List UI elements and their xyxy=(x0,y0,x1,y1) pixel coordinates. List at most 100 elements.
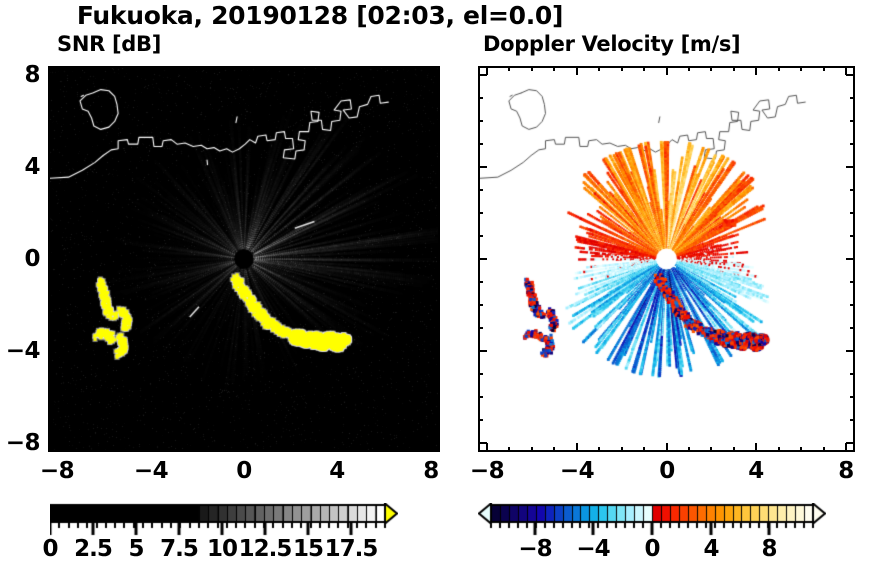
dop-xtick xyxy=(755,443,757,452)
dop-xtick xyxy=(733,66,735,71)
dop-xtick xyxy=(823,66,825,71)
snr-colorbar-label: 5 xyxy=(128,536,144,562)
snr-xtick xyxy=(430,66,432,75)
doppler-colorbar-label: 4 xyxy=(703,536,719,562)
dop-ytick xyxy=(478,419,483,421)
dop-xtick xyxy=(710,66,712,71)
dop-xtick xyxy=(531,66,533,71)
dop-ytick xyxy=(846,74,855,76)
dop-xtick xyxy=(733,447,735,452)
dop-ytick xyxy=(850,327,855,329)
dop-xtick xyxy=(553,66,555,71)
dop-xtick xyxy=(710,447,712,452)
snr-xtick xyxy=(360,66,362,71)
snr-ytick xyxy=(48,442,57,444)
snr-ytick xyxy=(48,350,57,352)
snr-ytick xyxy=(435,143,440,145)
snr-xtick xyxy=(313,66,315,71)
snr-ytick xyxy=(435,396,440,398)
snr-xtick xyxy=(406,447,408,452)
dop-xtick xyxy=(486,66,488,75)
dop-xtick xyxy=(598,447,600,452)
snr-xtick xyxy=(383,447,385,452)
snr-xtick xyxy=(196,447,198,452)
dop-xtick xyxy=(755,66,757,75)
dop-ytick xyxy=(478,120,483,122)
snr-xtick-label: −4 xyxy=(133,458,169,484)
snr-ytick xyxy=(435,304,440,306)
snr-colorbar-label: 12.5 xyxy=(238,536,293,562)
snr-panel-title: SNR [dB] xyxy=(57,32,162,56)
snr-xtick xyxy=(173,447,175,452)
dop-ytick xyxy=(478,212,483,214)
snr-ytick xyxy=(435,281,440,283)
snr-ytick xyxy=(48,97,53,99)
doppler-colorbar-label: −8 xyxy=(518,536,552,562)
dop-xtick xyxy=(688,447,690,452)
snr-colorbar-label: 10 xyxy=(206,536,238,562)
snr-xtick xyxy=(196,66,198,71)
snr-colorbar-label: 7.5 xyxy=(160,536,199,562)
snr-xtick xyxy=(383,66,385,71)
snr-xtick-label: 4 xyxy=(329,458,345,484)
snr-xtick xyxy=(56,66,58,75)
snr-xtick xyxy=(150,443,152,452)
snr-xtick xyxy=(290,66,292,71)
dop-xtick xyxy=(621,447,623,452)
snr-ytick-label: 8 xyxy=(24,62,40,88)
doppler-colorbar-label: 0 xyxy=(644,536,660,562)
dop-xtick xyxy=(666,443,668,452)
snr-ytick xyxy=(48,235,53,237)
doppler-colorbar-label: −4 xyxy=(576,536,610,562)
dop-ytick xyxy=(478,97,483,99)
dop-xtick xyxy=(531,447,533,452)
dop-ytick xyxy=(846,442,855,444)
snr-ytick xyxy=(431,442,440,444)
dop-xtick xyxy=(621,66,623,71)
snr-plot-area xyxy=(48,66,440,452)
dop-ytick xyxy=(478,74,487,76)
snr-xtick xyxy=(266,66,268,71)
snr-xtick xyxy=(336,443,338,452)
snr-colorbar-gradient xyxy=(50,503,398,545)
dop-xtick-label: −8 xyxy=(469,458,505,484)
snr-ytick xyxy=(48,258,57,260)
dop-ytick xyxy=(478,258,487,260)
snr-ytick xyxy=(48,143,53,145)
dop-ytick xyxy=(850,304,855,306)
figure-title: Fukuoka, 20190128 [02:03, el=0.0] xyxy=(76,1,564,30)
snr-ytick xyxy=(435,373,440,375)
snr-ytick xyxy=(435,235,440,237)
snr-ytick-label: 4 xyxy=(24,154,40,180)
dop-xtick xyxy=(576,66,578,75)
snr-ytick xyxy=(48,419,53,421)
snr-ytick xyxy=(48,304,53,306)
dop-xtick-label: 8 xyxy=(838,458,854,484)
dop-ytick xyxy=(478,327,483,329)
snr-ytick xyxy=(48,396,53,398)
dop-ytick xyxy=(846,350,855,352)
dop-xtick xyxy=(666,66,668,75)
snr-xtick xyxy=(126,66,128,71)
dop-ytick xyxy=(846,166,855,168)
dop-xtick xyxy=(688,66,690,71)
dop-xtick xyxy=(845,443,847,452)
snr-colorbar-label: 0 xyxy=(42,536,58,562)
snr-xtick xyxy=(103,66,105,71)
snr-ytick xyxy=(48,166,57,168)
snr-ytick xyxy=(435,419,440,421)
snr-colorbar-label: 17.5 xyxy=(324,536,379,562)
snr-ytick xyxy=(435,212,440,214)
snr-xtick-label: 8 xyxy=(423,458,439,484)
dop-ytick xyxy=(850,212,855,214)
snr-xtick xyxy=(220,447,222,452)
snr-xtick xyxy=(266,447,268,452)
dop-ytick xyxy=(850,97,855,99)
snr-ytick-label: 0 xyxy=(24,246,40,272)
dop-ytick xyxy=(850,189,855,191)
snr-xtick xyxy=(56,443,58,452)
snr-ytick xyxy=(431,258,440,260)
dop-ytick xyxy=(850,120,855,122)
snr-ytick-label: −4 xyxy=(5,338,41,364)
dop-xtick xyxy=(800,447,802,452)
